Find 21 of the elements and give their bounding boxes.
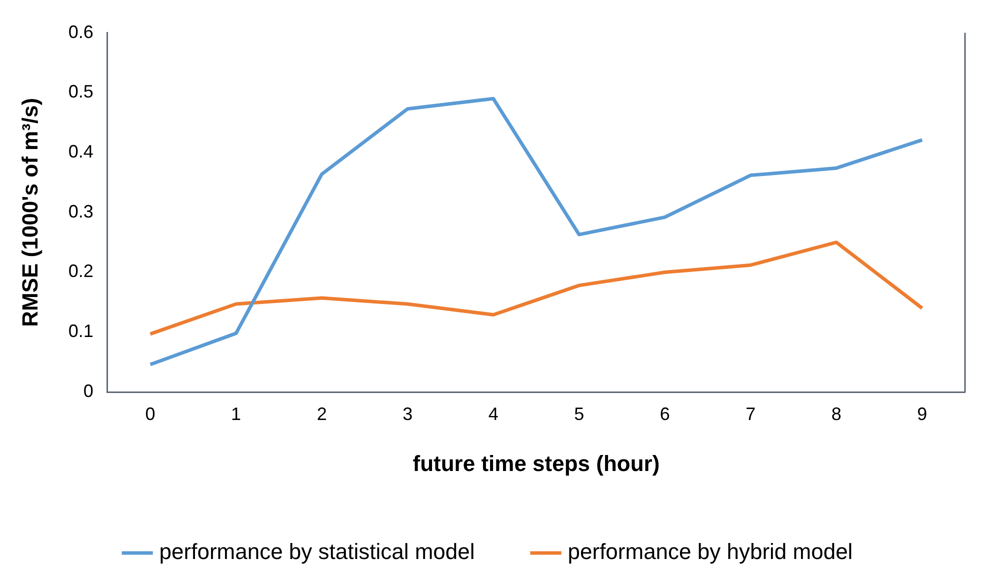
x-tick-label: 2: [316, 404, 327, 424]
y-tick-label: 0.1: [68, 321, 94, 342]
y-tick-label: 0.5: [68, 82, 94, 102]
y-tick-label: 0: [83, 380, 94, 401]
y-tick-label: 0.2: [68, 261, 94, 282]
x-tick-label: 8: [831, 404, 842, 424]
x-tick-label: 3: [402, 404, 413, 424]
x-tick-label: 1: [231, 404, 242, 424]
x-tick-label: 9: [917, 404, 928, 424]
y-tick-label: 0.6: [68, 22, 94, 42]
x-tick-label: 5: [574, 404, 584, 424]
y-axis-title: RMSE (1000's of m³/s): [17, 98, 42, 327]
x-tick-label: 4: [488, 404, 498, 424]
x-tick-label: 6: [660, 404, 670, 424]
x-tick-label: 0: [145, 404, 156, 424]
y-tick-label: 0.4: [68, 142, 94, 162]
legend-label: performance by statistical model: [159, 539, 475, 564]
x-tick-label: 7: [746, 404, 756, 424]
x-axis-title: future time steps (hour): [412, 450, 660, 476]
y-tick-label: 0.3: [68, 201, 94, 222]
legend-label: performance by hybrid model: [568, 539, 853, 564]
